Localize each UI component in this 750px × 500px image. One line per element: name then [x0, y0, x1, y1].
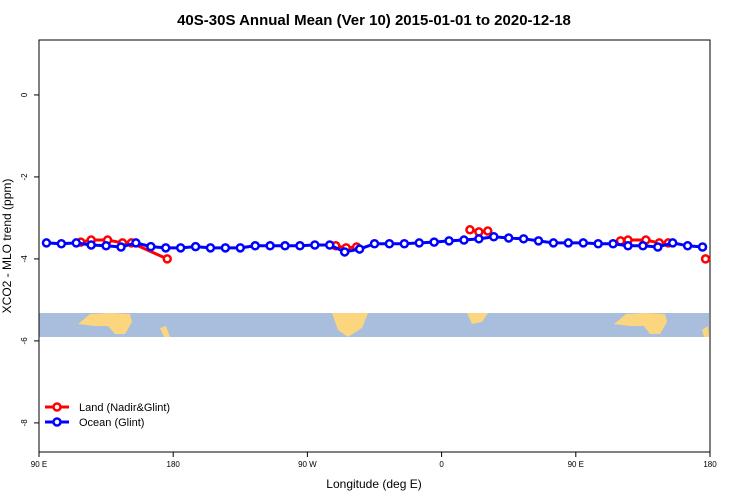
point [250, 241, 260, 251]
point [414, 238, 424, 248]
point [101, 241, 111, 251]
point [56, 238, 67, 249]
point [429, 237, 439, 247]
point [325, 240, 335, 250]
x-tick-label: 180 [703, 460, 717, 469]
point [162, 254, 172, 264]
x-tick-label: 0 [439, 460, 444, 469]
point [593, 238, 603, 249]
point [623, 241, 633, 251]
legend: Land (Nadir&Glint) Ocean (Glint) [45, 402, 170, 429]
chart-title: 40S-30S Annual Mean (Ver 10) 2015-01-01 … [177, 12, 571, 29]
point [653, 242, 663, 252]
point [608, 238, 618, 249]
point [131, 238, 141, 248]
point [465, 225, 475, 235]
point [489, 232, 499, 242]
legend-marker [52, 402, 62, 412]
point [638, 241, 648, 251]
y-axis-label: XCO2 - MLO trend (ppm) [0, 179, 14, 314]
point [399, 238, 410, 249]
legend-marker [52, 417, 62, 427]
point [310, 240, 320, 250]
x-tick-label: 90 W [298, 460, 317, 469]
point [474, 234, 484, 244]
point [700, 254, 711, 264]
point [190, 241, 201, 252]
point [265, 241, 275, 251]
point [175, 243, 186, 253]
point [41, 238, 52, 248]
x-tick-label: 180 [167, 460, 181, 469]
point [295, 241, 305, 251]
point [116, 242, 126, 252]
legend-label: Land (Nadir&Glint) [79, 402, 170, 414]
point [220, 243, 231, 253]
x-axis-label: Longitude (deg E) [326, 477, 421, 491]
point [146, 241, 156, 252]
point [518, 234, 529, 244]
point [339, 247, 350, 257]
legend-label: Ocean (Glint) [79, 417, 144, 429]
point [578, 238, 589, 248]
y-tick-label: -4 [20, 255, 29, 263]
y-tick-label: -2 [20, 173, 29, 181]
point [444, 236, 454, 246]
y-tick-label: -6 [20, 337, 29, 345]
point [354, 244, 365, 254]
point [503, 233, 514, 243]
point [459, 235, 469, 245]
plot-frame [38, 39, 711, 453]
point [667, 238, 678, 248]
point [682, 241, 693, 251]
point [205, 243, 216, 253]
point [235, 243, 246, 253]
x-tick-label: 90 E [568, 460, 584, 469]
point [280, 241, 290, 251]
point [563, 238, 574, 248]
point [483, 226, 493, 236]
y-tick-label: -8 [20, 419, 29, 427]
point [548, 238, 559, 248]
point [384, 238, 395, 249]
point [71, 238, 82, 248]
point [697, 242, 708, 252]
x-tick-label: 90 E [31, 460, 47, 469]
map-strip [39, 313, 709, 337]
point [533, 236, 544, 246]
point [369, 238, 380, 249]
point [86, 240, 96, 250]
point [160, 243, 171, 253]
y-tick-label: 0 [20, 92, 29, 97]
